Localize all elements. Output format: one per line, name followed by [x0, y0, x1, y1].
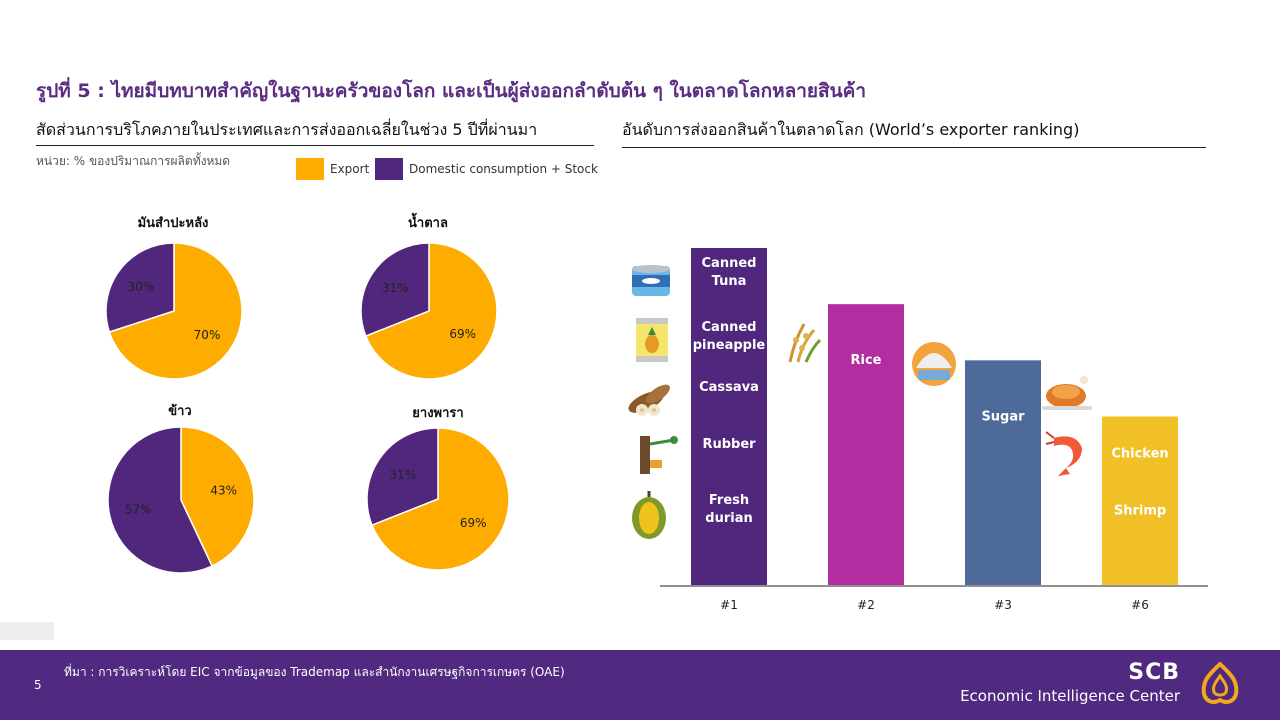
exporter-ranking-chart: Canned Tuna Canned pineapple Cassava Rubber Fr… — [628, 248, 1208, 612]
right-section-rule — [622, 147, 1206, 148]
pie-slice-cassava-export — [108, 242, 243, 380]
pie-chart-cassava: 70% 30% — [105, 242, 243, 380]
pie-title-cassava: มันสำปะหลัง — [137, 216, 209, 231]
brand-subtitle: Economic Intelligence Center — [960, 687, 1180, 705]
bar-label-durian: Fresh durian — [705, 493, 752, 526]
scb-logo-icon — [1201, 662, 1239, 704]
pie-slice-rice-export — [180, 426, 255, 568]
bar-label-rubber-tree: Rubber — [702, 437, 756, 452]
tick-label-rank-2: #2 — [857, 598, 875, 612]
canned-tuna-icon — [632, 265, 670, 296]
footer: 5 ที่มา : การวิเคราะห์โดย EIC จากข้อมูลข… — [0, 650, 1280, 720]
cassava-icon — [628, 384, 670, 416]
pie-chart-rice: 43% 57% — [107, 426, 255, 574]
rice-icon — [788, 323, 822, 363]
pie-slice-sugar-domestic — [360, 242, 430, 338]
bar-label-shrimp: Shrimp — [1114, 504, 1166, 519]
left-section-title: สัดส่วนการบริโภคภายในประเทศและการส่งออกเ… — [36, 120, 538, 139]
bar-label-sugar: Sugar — [981, 409, 1025, 424]
legend-item-domestic: Domestic consumption + Stock — [375, 158, 598, 180]
pie-label-sugar-export: 69% — [449, 327, 476, 341]
pie-chart-sugar: 69% 31% — [360, 242, 498, 380]
legend-item-export: Export — [296, 158, 369, 180]
pie-label-cassava-export: 70% — [194, 328, 221, 342]
shrimp-icon — [1045, 431, 1082, 476]
pie-label-cassava-domestic: 30% — [128, 280, 155, 294]
sugar-icon — [912, 342, 956, 386]
tick-label-rank-1: #1 — [720, 598, 738, 612]
pie-title-rubber: ยางพารา — [412, 406, 464, 421]
bar-label-canned-tuna: Canned Tuna — [702, 256, 757, 289]
bar-rank-1 — [691, 248, 767, 585]
left-section-rule — [36, 145, 594, 146]
unit-note: หน่วย: % ของปริมาณการผลิตทั้งหมด — [36, 154, 231, 168]
bar-rank-2 — [828, 304, 904, 585]
pie-label-rubber-export: 69% — [460, 516, 487, 530]
legend-label-export: Export — [330, 162, 370, 176]
pie-slice-cassava-domestic — [105, 242, 175, 333]
pie-slice-rubber-domestic — [366, 427, 439, 527]
pie-label-sugar-domestic: 31% — [382, 281, 409, 295]
legend-swatch-export — [296, 158, 324, 180]
pie-slice-sugar-export — [364, 242, 498, 380]
bar-label-cassava: Cassava — [699, 380, 759, 395]
gray-tab — [0, 622, 54, 640]
right-section-title: อันดับการส่งออกสินค้าในตลาดโลก (World’s … — [622, 120, 1080, 139]
pie-label-rubber-domestic: 31% — [389, 468, 416, 482]
bar-label-chicken: Chicken — [1111, 447, 1168, 462]
brand-name: SCB — [1128, 660, 1180, 685]
canned-pineapple-icon — [636, 318, 668, 362]
pie-title-sugar: น้ำตาล — [408, 216, 448, 231]
source-note: ที่มา : การวิเคราะห์โดย EIC จากข้อมูลของ… — [64, 665, 565, 679]
legend-label-domestic: Domestic consumption + Stock — [409, 162, 598, 176]
durian-icon — [632, 491, 666, 539]
pie-slice-rubber-export — [371, 427, 510, 571]
legend-swatch-domestic — [375, 158, 403, 180]
bar-label-rice: Rice — [851, 353, 882, 368]
rubber-tree-icon — [640, 436, 678, 474]
tick-label-rank-3: #3 — [994, 598, 1012, 612]
bar-rank-6 — [1102, 416, 1178, 585]
pie-label-rice-export: 43% — [210, 483, 237, 497]
chicken-icon — [1042, 376, 1092, 410]
pie-title-rice: ข้าว — [168, 404, 192, 419]
pie-label-rice-domestic: 57% — [125, 503, 152, 517]
bar-rank-3 — [965, 360, 1041, 585]
pie-slice-rice-domestic — [107, 426, 214, 574]
tick-label-rank-6: #6 — [1131, 598, 1149, 612]
bar-label-canned-pineapple: Canned pineapple — [693, 320, 766, 353]
pie-chart-rubber: 69% 31% — [366, 427, 510, 571]
main-title: รูปที่ 5 : ไทยมีบทบาทสำคัญในฐานะครัวของโ… — [36, 80, 867, 102]
page-number: 5 — [34, 678, 42, 692]
brand: SCB Economic Intelligence Center — [960, 660, 1180, 705]
